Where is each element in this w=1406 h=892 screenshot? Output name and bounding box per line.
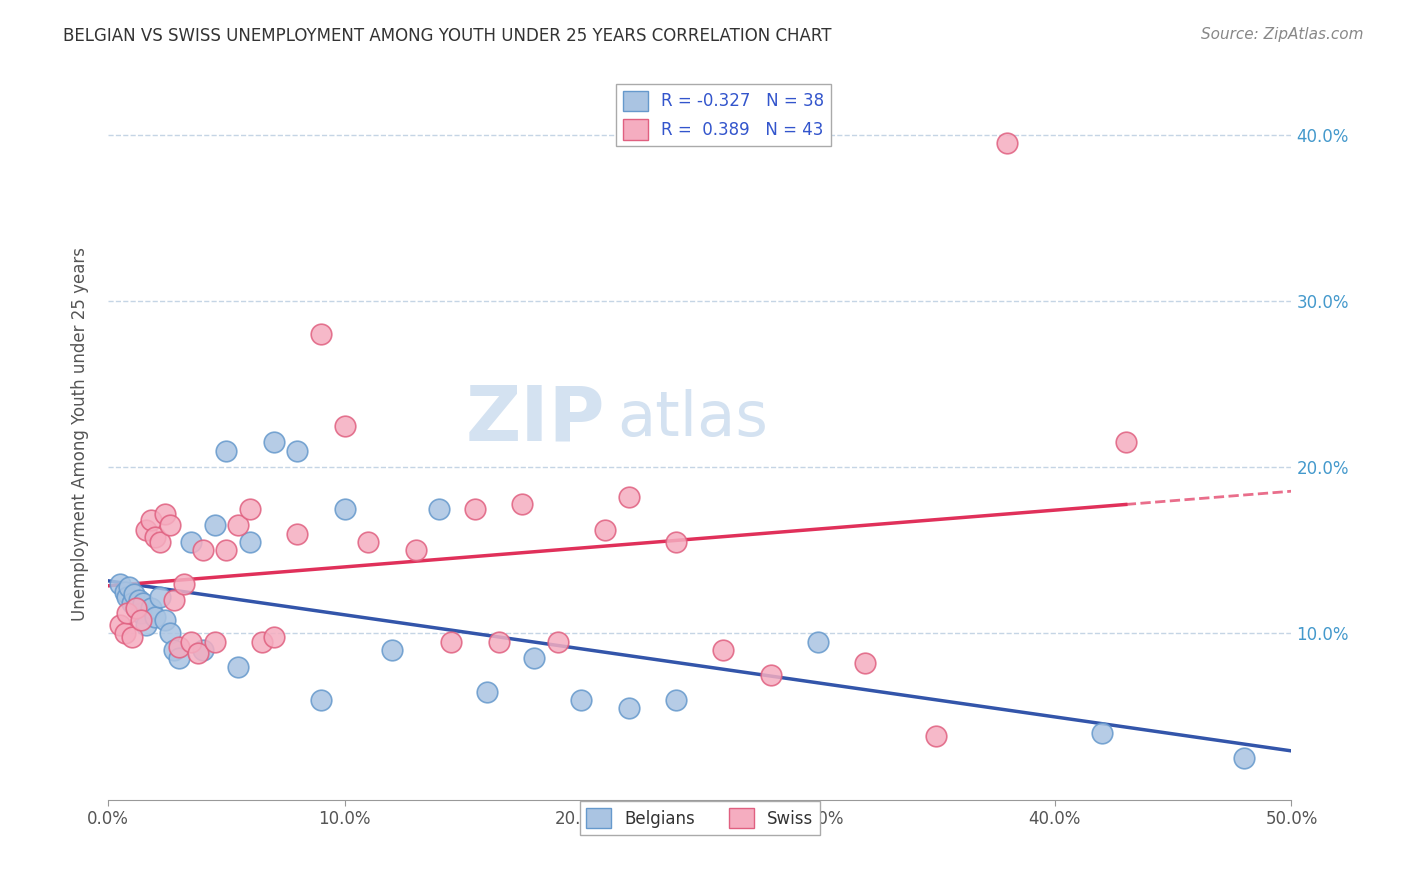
Point bbox=[215, 443, 238, 458]
Point bbox=[143, 530, 166, 544]
Point bbox=[997, 136, 1019, 151]
Point bbox=[204, 518, 226, 533]
Point bbox=[593, 524, 616, 538]
Point bbox=[159, 626, 181, 640]
Point bbox=[122, 586, 145, 600]
Y-axis label: Unemployment Among Youth under 25 years: Unemployment Among Youth under 25 years bbox=[72, 247, 89, 621]
Point bbox=[149, 590, 172, 604]
Point bbox=[125, 601, 148, 615]
Point bbox=[173, 576, 195, 591]
Point bbox=[108, 576, 131, 591]
Point bbox=[149, 535, 172, 549]
Point bbox=[226, 518, 249, 533]
Point bbox=[163, 593, 186, 607]
Point bbox=[617, 701, 640, 715]
Point bbox=[187, 646, 209, 660]
Point bbox=[855, 657, 877, 671]
Point bbox=[239, 535, 262, 549]
Point bbox=[135, 524, 157, 538]
Point bbox=[125, 601, 148, 615]
Point bbox=[250, 634, 273, 648]
Point bbox=[759, 668, 782, 682]
Point bbox=[617, 490, 640, 504]
Point bbox=[807, 634, 830, 648]
Point bbox=[285, 526, 308, 541]
Point bbox=[1233, 751, 1256, 765]
Point bbox=[569, 693, 592, 707]
Point bbox=[191, 643, 214, 657]
Point bbox=[167, 651, 190, 665]
Point bbox=[523, 651, 546, 665]
Point bbox=[129, 607, 152, 621]
Point bbox=[129, 613, 152, 627]
Text: Source: ZipAtlas.com: Source: ZipAtlas.com bbox=[1201, 27, 1364, 42]
Point bbox=[132, 597, 155, 611]
Point bbox=[115, 590, 138, 604]
Point bbox=[167, 640, 190, 654]
Point bbox=[108, 618, 131, 632]
Point bbox=[665, 535, 688, 549]
Point bbox=[427, 501, 450, 516]
Point bbox=[180, 634, 202, 648]
Point bbox=[665, 693, 688, 707]
Point bbox=[464, 501, 486, 516]
Legend: Belgians, Swiss: Belgians, Swiss bbox=[579, 801, 820, 835]
Point bbox=[239, 501, 262, 516]
Point bbox=[114, 585, 136, 599]
Point bbox=[226, 659, 249, 673]
Point bbox=[139, 513, 162, 527]
Point bbox=[143, 609, 166, 624]
Point bbox=[713, 643, 735, 657]
Point bbox=[180, 535, 202, 549]
Point bbox=[204, 634, 226, 648]
Point bbox=[153, 507, 176, 521]
Text: atlas: atlas bbox=[617, 390, 768, 450]
Point bbox=[153, 613, 176, 627]
Point bbox=[163, 643, 186, 657]
Point bbox=[309, 693, 332, 707]
Point bbox=[263, 630, 285, 644]
Point bbox=[1115, 435, 1137, 450]
Point bbox=[121, 597, 143, 611]
Point bbox=[215, 543, 238, 558]
Point bbox=[159, 518, 181, 533]
Text: BELGIAN VS SWISS UNEMPLOYMENT AMONG YOUTH UNDER 25 YEARS CORRELATION CHART: BELGIAN VS SWISS UNEMPLOYMENT AMONG YOUT… bbox=[63, 27, 832, 45]
Point bbox=[139, 601, 162, 615]
Point bbox=[547, 634, 569, 648]
Point bbox=[263, 435, 285, 450]
Point bbox=[1091, 726, 1114, 740]
Point bbox=[440, 634, 463, 648]
Point bbox=[128, 593, 150, 607]
Point bbox=[115, 607, 138, 621]
Point bbox=[118, 580, 141, 594]
Point bbox=[114, 626, 136, 640]
Point bbox=[121, 630, 143, 644]
Point bbox=[925, 730, 948, 744]
Point bbox=[333, 501, 356, 516]
Point bbox=[135, 618, 157, 632]
Point bbox=[357, 535, 380, 549]
Text: ZIP: ZIP bbox=[465, 383, 605, 457]
Point bbox=[475, 684, 498, 698]
Point bbox=[333, 418, 356, 433]
Point bbox=[381, 643, 404, 657]
Point bbox=[285, 443, 308, 458]
Point bbox=[191, 543, 214, 558]
Point bbox=[309, 327, 332, 342]
Point bbox=[405, 543, 427, 558]
Point bbox=[488, 634, 510, 648]
Point bbox=[510, 497, 533, 511]
